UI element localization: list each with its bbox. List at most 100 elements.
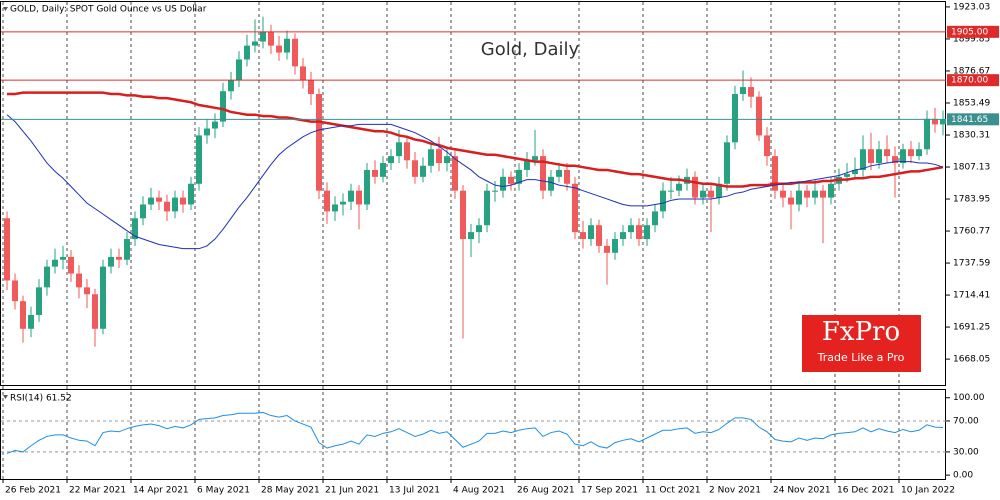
logo: FxPro Trade Like a Pro (802, 315, 921, 372)
candle-body (356, 190, 362, 205)
y-tick-label: 1853.49 (953, 98, 990, 108)
y-tick-label: 100.00 (953, 393, 985, 403)
candle-body (140, 204, 146, 219)
candle-body (196, 135, 202, 184)
candle-body (28, 314, 34, 329)
candle-body (124, 239, 130, 260)
x-tick-label: 24 Nov 2021 (773, 486, 831, 496)
x-tick-label: 17 Sep 2021 (581, 486, 638, 496)
candle-body (764, 135, 770, 157)
x-tick-label: 26 Feb 2021 (5, 486, 61, 496)
candle-body (452, 156, 458, 191)
level-label: 1841.65 (951, 115, 988, 125)
candle-body (332, 204, 338, 212)
candle-body (420, 165, 426, 177)
candle-body (444, 156, 450, 164)
x-tick-label: 13 Jul 2021 (389, 486, 440, 496)
candle-body (164, 201, 170, 212)
x-tick-label: 28 May 2021 (261, 486, 320, 496)
candle-body (876, 149, 882, 164)
candle-body (508, 176, 514, 184)
watermark: Gold, Daily (481, 39, 580, 60)
candle-body (244, 45, 250, 60)
candle-body (692, 176, 698, 198)
y-tick-label: 1668.05 (953, 355, 990, 365)
candle-body (868, 149, 874, 164)
candle-body (396, 142, 402, 157)
candle-body (940, 119, 946, 125)
x-tick-label: 4 Aug 2021 (453, 486, 505, 496)
candle-body (100, 266, 106, 329)
candle-body (812, 190, 818, 198)
candle-body (236, 59, 242, 81)
y-tick-label: 1923.03 (953, 2, 990, 12)
candle-body (804, 190, 810, 198)
candle-body (492, 190, 498, 192)
x-tick-label: 21 Jun 2021 (325, 486, 379, 496)
candle-body (228, 80, 234, 92)
candle-body (740, 87, 746, 94)
candle-body (68, 256, 74, 274)
candle-body (828, 183, 834, 198)
level-label-box (947, 25, 999, 38)
candle-body (924, 118, 930, 150)
candle-body (52, 259, 58, 267)
candle-body (316, 93, 322, 191)
candle-body (4, 218, 10, 281)
candle-body (612, 239, 618, 253)
candle-body (516, 169, 522, 184)
moving-average (6, 114, 944, 250)
y-tick-label: 1737.59 (953, 259, 990, 269)
candle-body (556, 169, 562, 177)
y-tick-label: 1830.31 (953, 130, 990, 140)
candle-body (772, 156, 778, 191)
rsi-icon (3, 395, 8, 399)
candle-body (204, 128, 210, 136)
candle-body (628, 225, 634, 233)
x-tick-label: 16 Dec 2021 (837, 486, 895, 496)
candle-body (324, 190, 330, 212)
level-label: 1905.00 (951, 27, 988, 37)
y-tick-label: 1691.25 (953, 323, 990, 333)
candle-body (580, 232, 586, 240)
candle-body (372, 169, 378, 177)
candle-body (564, 169, 570, 184)
candle-body (412, 160, 418, 177)
candle-body (476, 225, 482, 233)
candle-body (548, 176, 554, 191)
y-tick-label: 0.00 (953, 471, 973, 481)
level-label-box (947, 113, 999, 126)
x-tick-label: 10 Jan 2022 (901, 486, 955, 496)
y-tick-label: 1899.85 (953, 34, 990, 44)
candle-body (908, 149, 914, 157)
candle-body (900, 149, 906, 164)
candle-body (252, 41, 258, 46)
candle-body (700, 190, 706, 198)
candle-body (708, 190, 714, 198)
x-tick-label: 6 May 2021 (197, 486, 250, 496)
x-tick-label: 22 Mar 2021 (69, 486, 126, 496)
candle-body (76, 273, 82, 288)
candle-body (84, 287, 90, 295)
candle-body (292, 38, 298, 67)
y-tick-label: 1807.13 (953, 163, 990, 173)
candle-body (284, 38, 290, 53)
candle-body (500, 176, 506, 191)
logo-brand: FxPro (822, 317, 900, 347)
candle-body (212, 121, 218, 129)
candle-body (524, 160, 530, 170)
logo-box (802, 315, 921, 372)
candle-body (796, 190, 802, 205)
candle-body (844, 174, 850, 177)
y-tick-label: 1783.95 (953, 195, 990, 205)
level-label-box (947, 74, 999, 87)
candle-body (716, 183, 722, 198)
candle-body (92, 294, 98, 329)
candle-body (780, 190, 786, 198)
candle-body (132, 218, 138, 240)
candle-body (660, 190, 666, 212)
